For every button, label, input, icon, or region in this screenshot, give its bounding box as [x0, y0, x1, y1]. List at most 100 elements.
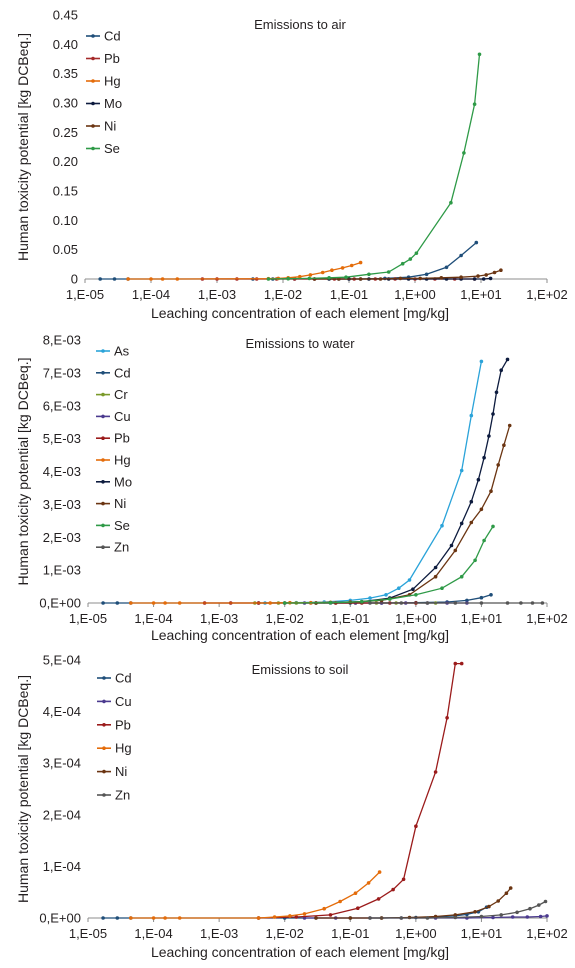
data-point	[149, 277, 153, 281]
series-line	[130, 871, 381, 919]
y-tick-label: 2,E-03	[43, 530, 81, 545]
legend-label: Cu	[115, 694, 132, 709]
chart-panel-2: 1,E-05 1,E-04 1,E-03 1,E-02 1,E-01 1,E+00 1,E+…	[15, 333, 568, 644]
legend-item-pb: Pb	[86, 51, 120, 66]
data-point	[340, 266, 345, 270]
data-point	[449, 543, 454, 548]
data-point	[398, 276, 403, 281]
legend-item-mo: Mo	[86, 96, 122, 111]
y-tick-label: 4,E-03	[43, 464, 81, 479]
data-point	[272, 915, 277, 919]
series-ni	[314, 886, 513, 920]
data-point	[545, 914, 549, 918]
data-point	[268, 601, 273, 605]
data-point	[496, 899, 501, 903]
legend-marker	[102, 699, 106, 704]
data-point	[407, 578, 412, 582]
x-tick-label: 1,E-01	[331, 926, 369, 941]
data-point	[474, 240, 479, 245]
data-point	[433, 565, 438, 570]
data-point	[424, 272, 429, 277]
x-tick-label: 1,E-01	[331, 611, 369, 626]
data-point	[491, 524, 495, 529]
legend-label: Cd	[115, 671, 132, 686]
series-mo	[328, 357, 510, 605]
legend-marker	[101, 458, 105, 462]
data-point	[376, 897, 381, 901]
data-point	[537, 903, 541, 907]
legend-item-cd: Cd	[96, 365, 131, 380]
legend-label: Hg	[104, 74, 121, 89]
data-point	[366, 881, 371, 885]
data-point	[115, 916, 120, 920]
data-point	[408, 257, 413, 261]
legend-item-ni: Ni	[96, 496, 126, 511]
legend-label: Hg	[115, 741, 132, 756]
y-tick-label: 3,E-03	[43, 497, 81, 512]
data-point	[356, 906, 360, 910]
series-line	[268, 54, 481, 280]
y-tick-label: 5,E-03	[43, 431, 81, 446]
data-point	[496, 463, 501, 467]
data-point	[472, 277, 477, 281]
data-point	[487, 434, 491, 438]
data-point	[477, 52, 482, 57]
data-point	[129, 601, 133, 605]
legend-label: Hg	[114, 453, 131, 468]
x-tick-label: 1,E+01	[461, 611, 503, 626]
legend-label: Mo	[104, 96, 122, 111]
data-point	[479, 601, 484, 605]
data-point	[453, 913, 458, 917]
legend-marker	[91, 79, 95, 83]
legend-label: Cd	[104, 29, 121, 44]
legend-item-ni: Ni	[86, 119, 116, 134]
series-line	[370, 900, 546, 919]
data-point	[327, 276, 331, 280]
legend-label: Zn	[115, 788, 130, 803]
data-point	[163, 601, 167, 605]
y-tick-label: 0,E+00	[39, 911, 81, 926]
legend-label: Se	[114, 518, 130, 533]
chart-title: Emissions to air	[254, 17, 346, 32]
data-point	[328, 600, 333, 605]
legend-item-cr: Cr	[96, 387, 128, 402]
data-point	[508, 886, 513, 890]
data-point	[163, 916, 167, 920]
data-point	[160, 277, 165, 281]
data-point	[487, 904, 491, 909]
legend-label: Ni	[114, 496, 126, 511]
data-point	[399, 916, 404, 920]
series-line	[264, 361, 483, 604]
series-ni	[312, 268, 503, 281]
x-tick-label: 1,E-04	[132, 287, 170, 302]
data-point	[307, 276, 312, 281]
legend-marker	[91, 101, 95, 106]
y-tick-label: 0.30	[53, 96, 78, 111]
data-point	[344, 275, 348, 280]
series-line	[316, 887, 512, 919]
data-point	[515, 910, 519, 915]
series-line	[330, 359, 509, 604]
data-point	[459, 253, 463, 258]
legend-marker	[102, 723, 106, 727]
x-tick-label: 1,E+00	[394, 287, 436, 302]
data-point	[320, 270, 325, 275]
data-point	[482, 538, 486, 543]
y-tick-label: 1,E-04	[43, 859, 81, 874]
series-line	[258, 662, 462, 919]
x-tick-label: 1,E-05	[69, 926, 107, 941]
data-point	[151, 601, 156, 605]
y-tick-label: 0,E+00	[39, 596, 81, 611]
data-point	[286, 276, 291, 281]
legend-label: Mo	[114, 474, 132, 489]
data-point	[491, 915, 495, 920]
data-point	[499, 368, 504, 373]
data-point	[353, 891, 358, 895]
legend-label: Cd	[114, 365, 131, 380]
chart-panel-1: 1,E-05 1,E-04 1,E-03 1,E-02 1,E-01 1,E+00 1,E+…	[15, 8, 568, 322]
data-point	[368, 596, 372, 600]
data-point	[505, 601, 510, 605]
x-tick-label: 1,E-05	[69, 611, 107, 626]
data-point	[151, 916, 156, 920]
legend-item-cd: Cd	[97, 671, 132, 686]
